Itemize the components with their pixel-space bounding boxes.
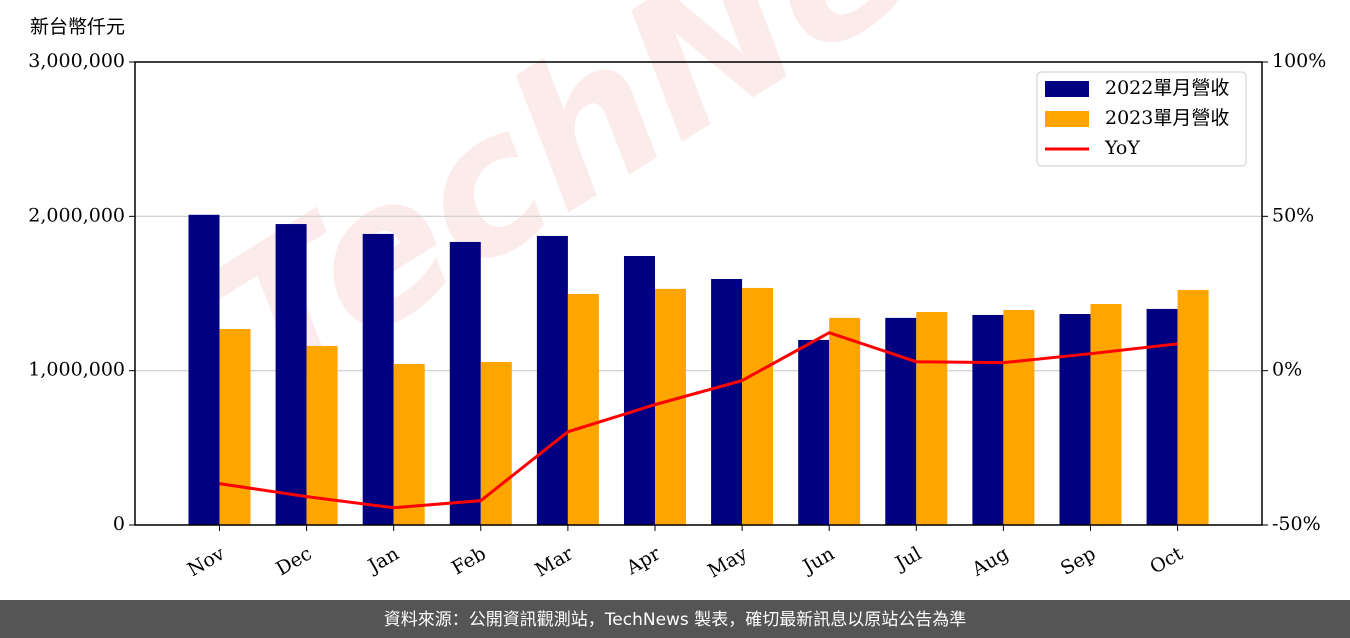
y-unit-label: 新台幣仟元 [30, 16, 125, 38]
bar [916, 312, 948, 525]
bar [567, 293, 599, 525]
bar [711, 278, 743, 525]
x-tick-label: Jul [890, 543, 925, 576]
x-tick-label: Oct [1146, 542, 1187, 578]
bar [623, 255, 655, 525]
bar [219, 328, 251, 525]
bar [742, 287, 774, 525]
footer-band [0, 600, 1350, 638]
x-tick-label: May [704, 542, 751, 582]
legend-label: 2023單月營收 [1105, 107, 1229, 129]
bar [798, 339, 830, 525]
legend-label: YoY [1104, 137, 1140, 159]
bar [1003, 310, 1035, 525]
y-tick-label: 1,000,000 [28, 359, 125, 381]
bar [275, 224, 307, 526]
bar [306, 345, 338, 525]
x-tick-label: Sep [1057, 543, 1100, 580]
bar [536, 235, 568, 526]
footer: 資料來源：公開資訊觀測站，TechNews 製表，確切最新訊息以原站公告為準 [384, 610, 966, 630]
bar [654, 288, 686, 525]
y2-tick-label: 0% [1272, 359, 1302, 381]
bar [188, 214, 220, 526]
x-tick-label: Nov [184, 542, 229, 581]
legend-swatch [1045, 111, 1089, 127]
x-tick-label: Mar [531, 542, 577, 581]
x-tick-label: Jan [363, 543, 403, 579]
bar [393, 364, 425, 525]
x-tick-label: Jun [798, 543, 839, 579]
x-tick-label: Dec [272, 543, 315, 581]
bar [1177, 289, 1209, 525]
bar [972, 314, 1004, 525]
bar [885, 317, 917, 525]
x-tick-label: Aug [968, 543, 1013, 582]
x-tick-label: Feb [448, 543, 490, 580]
y-tick-label: 0 [113, 513, 125, 535]
line [219, 331, 1178, 510]
legend-swatch [1045, 81, 1089, 97]
bar [362, 233, 394, 525]
bar [1146, 308, 1178, 525]
x-tick-label: Apr [622, 542, 665, 579]
y-tick-label: 3,000,000 [28, 50, 125, 72]
legend-box [1036, 71, 1247, 167]
legend-label: 2022單月營收 [1105, 77, 1229, 99]
bar [1090, 303, 1122, 525]
y2-tick-label: 100% [1272, 50, 1326, 72]
bar [829, 317, 861, 525]
bar [1059, 314, 1091, 525]
bar [449, 241, 481, 525]
y2-tick-label: 50% [1272, 204, 1314, 226]
bar [480, 362, 512, 525]
plot-frame [134, 61, 1263, 526]
y2-tick-label: -50% [1272, 513, 1321, 535]
y-tick-label: 2,000,000 [28, 204, 125, 226]
